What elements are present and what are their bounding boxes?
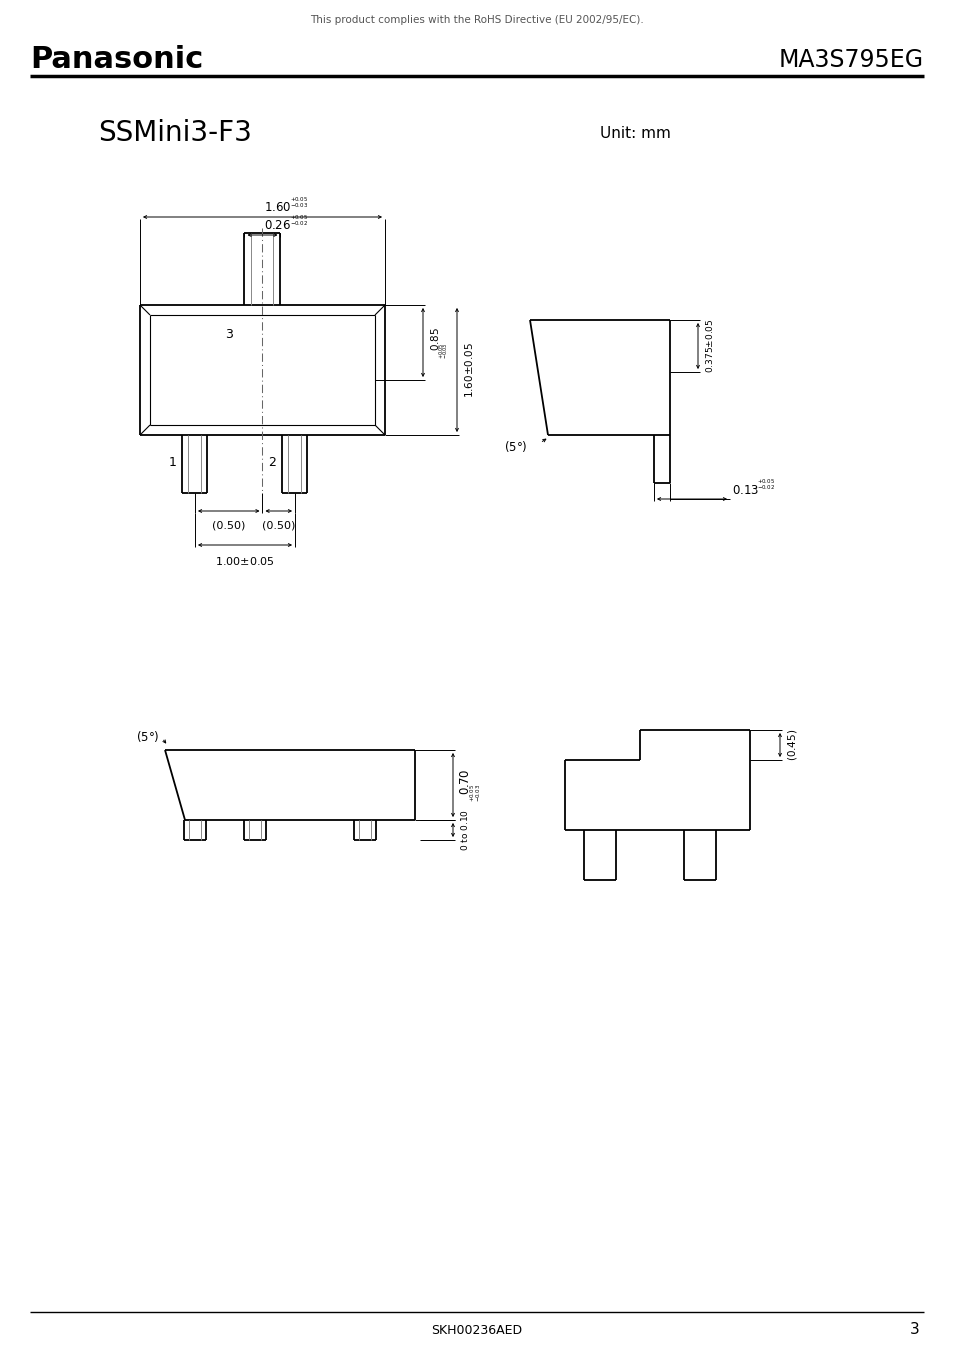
Text: SSMini3-F3: SSMini3-F3 xyxy=(98,119,252,147)
Text: $0\ \mathrm{to}\ 0.10$: $0\ \mathrm{to}\ 0.10$ xyxy=(458,809,470,850)
Text: Panasonic: Panasonic xyxy=(30,46,203,74)
Text: $^{+0.05}_{-0.02}$: $^{+0.05}_{-0.02}$ xyxy=(291,213,308,228)
Text: $^{+0.05}_{-0.03}$: $^{+0.05}_{-0.03}$ xyxy=(468,784,482,802)
Text: $0.85$: $0.85$ xyxy=(429,328,440,351)
Text: 3: 3 xyxy=(909,1323,919,1338)
Text: (0.50): (0.50) xyxy=(212,521,245,531)
Text: $(5°)$: $(5°)$ xyxy=(136,729,160,744)
Text: $1.60{\pm}0.05$: $1.60{\pm}0.05$ xyxy=(462,342,475,398)
Text: $(0.45)$: $(0.45)$ xyxy=(785,729,799,761)
Text: $^{+0.05}_{-0.03}$: $^{+0.05}_{-0.03}$ xyxy=(291,196,308,211)
Text: $1.60$: $1.60$ xyxy=(264,201,292,215)
Text: SKH00236AED: SKH00236AED xyxy=(431,1323,522,1336)
Text: $1.00{\pm}0.05$: $1.00{\pm}0.05$ xyxy=(214,555,274,567)
Text: $0.13$: $0.13$ xyxy=(731,485,759,497)
Text: (0.50): (0.50) xyxy=(262,521,295,531)
Text: $^{+0.05}_{-0.02}$: $^{+0.05}_{-0.02}$ xyxy=(757,477,774,491)
Text: $^{+0.05}_{-0.03}$: $^{+0.05}_{-0.03}$ xyxy=(437,342,451,359)
Text: 1: 1 xyxy=(169,456,176,470)
Text: 3: 3 xyxy=(224,328,233,342)
Text: MA3S795EG: MA3S795EG xyxy=(778,49,923,72)
Text: Unit: mm: Unit: mm xyxy=(599,126,670,140)
Text: This product complies with the RoHS Directive (EU 2002/95/EC).: This product complies with the RoHS Dire… xyxy=(310,15,643,26)
Text: $0.26$: $0.26$ xyxy=(264,219,291,232)
Text: $(5°)$: $(5°)$ xyxy=(504,440,527,455)
Text: 2: 2 xyxy=(269,456,276,470)
Text: $0.375{\pm}0.05$: $0.375{\pm}0.05$ xyxy=(703,319,714,374)
Text: $0.70$: $0.70$ xyxy=(458,768,472,795)
